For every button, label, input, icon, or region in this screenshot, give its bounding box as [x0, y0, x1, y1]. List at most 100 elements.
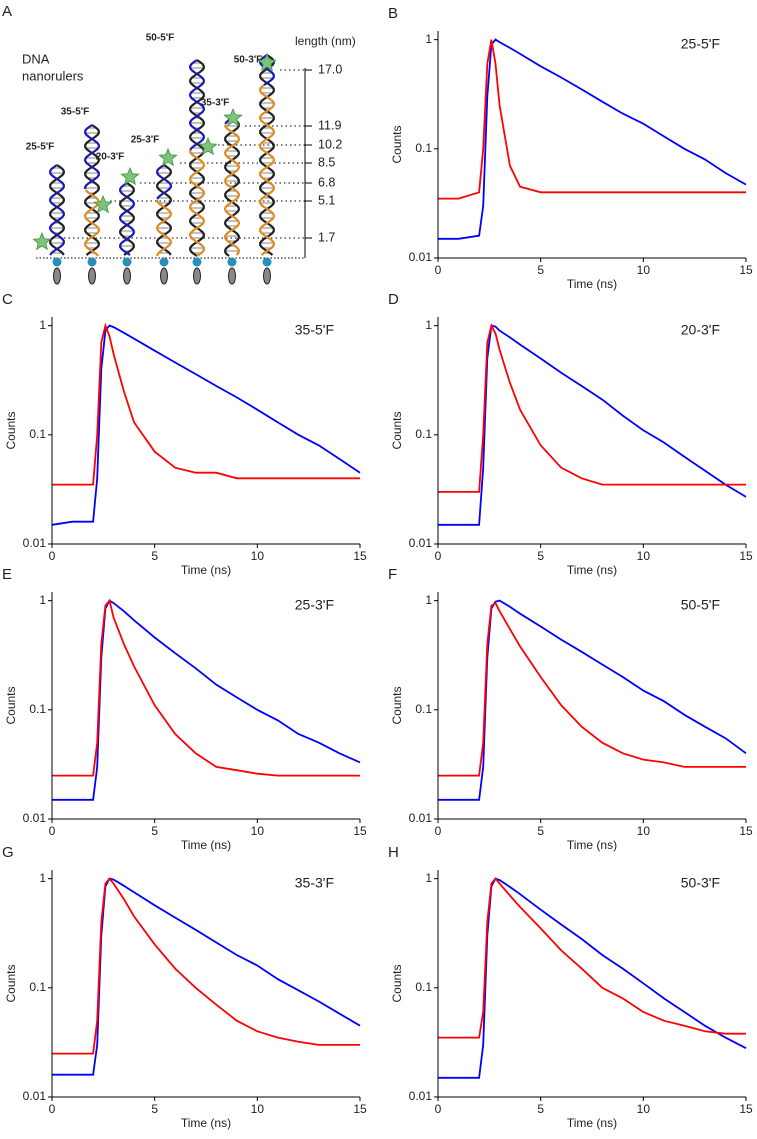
length-label: 6.8 [318, 175, 335, 189]
decay-curve [52, 598, 360, 777]
decay-curve [438, 601, 746, 777]
y-tick-label: 0.01 [23, 811, 47, 825]
chart-title: 25-5'F [681, 36, 720, 52]
y-axis-label: Counts [4, 686, 18, 724]
y-axis-label: Counts [390, 125, 404, 163]
anchor [192, 257, 202, 267]
panel-label: F [388, 566, 397, 583]
x-tick-label: 10 [251, 549, 265, 563]
length-label: 5.1 [318, 193, 335, 207]
length-label: 10.2 [318, 137, 342, 151]
y-tick-label: 0.1 [415, 702, 432, 716]
strand [189, 150, 205, 257]
x-tick-label: 5 [537, 263, 544, 277]
anchor [87, 257, 97, 267]
strand [49, 164, 65, 256]
strand [119, 182, 135, 256]
y-tick-label: 1 [425, 593, 432, 607]
strand [84, 124, 100, 189]
surface-linker [123, 267, 131, 285]
chart-title: 50-5'F [681, 597, 720, 613]
strand [119, 182, 135, 256]
y-tick-label: 1 [425, 871, 432, 885]
decay-curve [52, 877, 360, 1055]
construct-label: 50-3'F [234, 55, 263, 66]
x-axis-label: Time (ns) [181, 838, 231, 852]
y-tick-label: 0.01 [409, 1089, 433, 1103]
x-axis-label: Time (ns) [567, 838, 617, 852]
panel-label: H [388, 844, 399, 861]
x-tick-label: 5 [151, 1102, 158, 1116]
length-label: 11.9 [318, 118, 341, 132]
construct-label: 50-5'F [146, 33, 175, 44]
surface-linker [263, 267, 271, 285]
y-axis-label: Counts [4, 964, 18, 1002]
y-tick-label: 0.1 [29, 427, 46, 441]
x-tick-label: 0 [49, 549, 56, 563]
x-tick-label: 5 [151, 824, 158, 838]
strand [259, 84, 275, 256]
x-axis-label: Time (ns) [567, 563, 617, 577]
y-tick-label: 0.01 [409, 250, 433, 264]
decay-curve [438, 323, 746, 493]
panel-label: E [2, 566, 12, 583]
x-tick-label: 15 [739, 824, 753, 838]
x-tick-label: 0 [49, 824, 56, 838]
y-tick-label: 0.01 [23, 1089, 47, 1103]
surface-linker [53, 267, 61, 285]
y-axis-label: Counts [390, 964, 404, 1002]
chart-title: 50-3'F [681, 875, 720, 891]
x-tick-label: 0 [49, 1102, 56, 1116]
surface-linker [193, 267, 201, 285]
diagram-title: nanorulers [22, 68, 84, 83]
y-tick-label: 0.1 [29, 702, 46, 716]
y-axis-label: Counts [390, 411, 404, 449]
y-tick-label: 0.1 [29, 980, 46, 994]
y-tick-label: 0.01 [23, 536, 47, 550]
strand [156, 164, 172, 256]
fluorophore [120, 166, 140, 186]
surface-linker [228, 267, 236, 285]
decay-curve [438, 324, 747, 526]
x-tick-label: 5 [151, 549, 158, 563]
x-tick-label: 10 [637, 263, 651, 277]
strand [259, 54, 275, 256]
y-tick-label: 0.01 [409, 536, 433, 550]
strand [84, 124, 100, 256]
construct-label: 20-3'F [96, 152, 125, 163]
anchor [52, 257, 62, 267]
anchor [262, 257, 272, 267]
x-tick-label: 10 [637, 824, 651, 838]
x-tick-label: 5 [537, 824, 544, 838]
x-axis-label: Time (ns) [567, 1116, 617, 1130]
construct-label: 25-5'F [26, 142, 55, 153]
x-tick-label: 0 [435, 263, 442, 277]
decay-curve [438, 38, 747, 240]
ruler-label: length (nm) [295, 34, 356, 48]
construct-label: 35-5'F [61, 107, 90, 118]
y-tick-label: 0.1 [415, 141, 432, 155]
construct-label: 35-3'F [201, 98, 230, 109]
decay-curve [438, 877, 747, 1079]
chart-title: 20-3'F [681, 322, 720, 338]
panel-label: G [2, 844, 14, 861]
anchor [122, 257, 132, 267]
x-tick-label: 15 [353, 824, 367, 838]
decay-curve [438, 877, 746, 1039]
x-tick-label: 15 [739, 263, 753, 277]
decay-curve [438, 39, 746, 200]
fluorophore [158, 147, 178, 167]
x-tick-label: 5 [537, 549, 544, 563]
x-axis-label: Time (ns) [181, 563, 231, 577]
anchor [159, 257, 169, 267]
y-tick-label: 1 [425, 32, 432, 46]
x-tick-label: 15 [739, 549, 753, 563]
y-tick-label: 1 [39, 593, 46, 607]
x-tick-label: 15 [353, 1102, 367, 1116]
fluorophore [32, 231, 52, 251]
fluorophore [223, 107, 243, 127]
strand [49, 164, 65, 256]
panel-label: C [2, 291, 13, 308]
